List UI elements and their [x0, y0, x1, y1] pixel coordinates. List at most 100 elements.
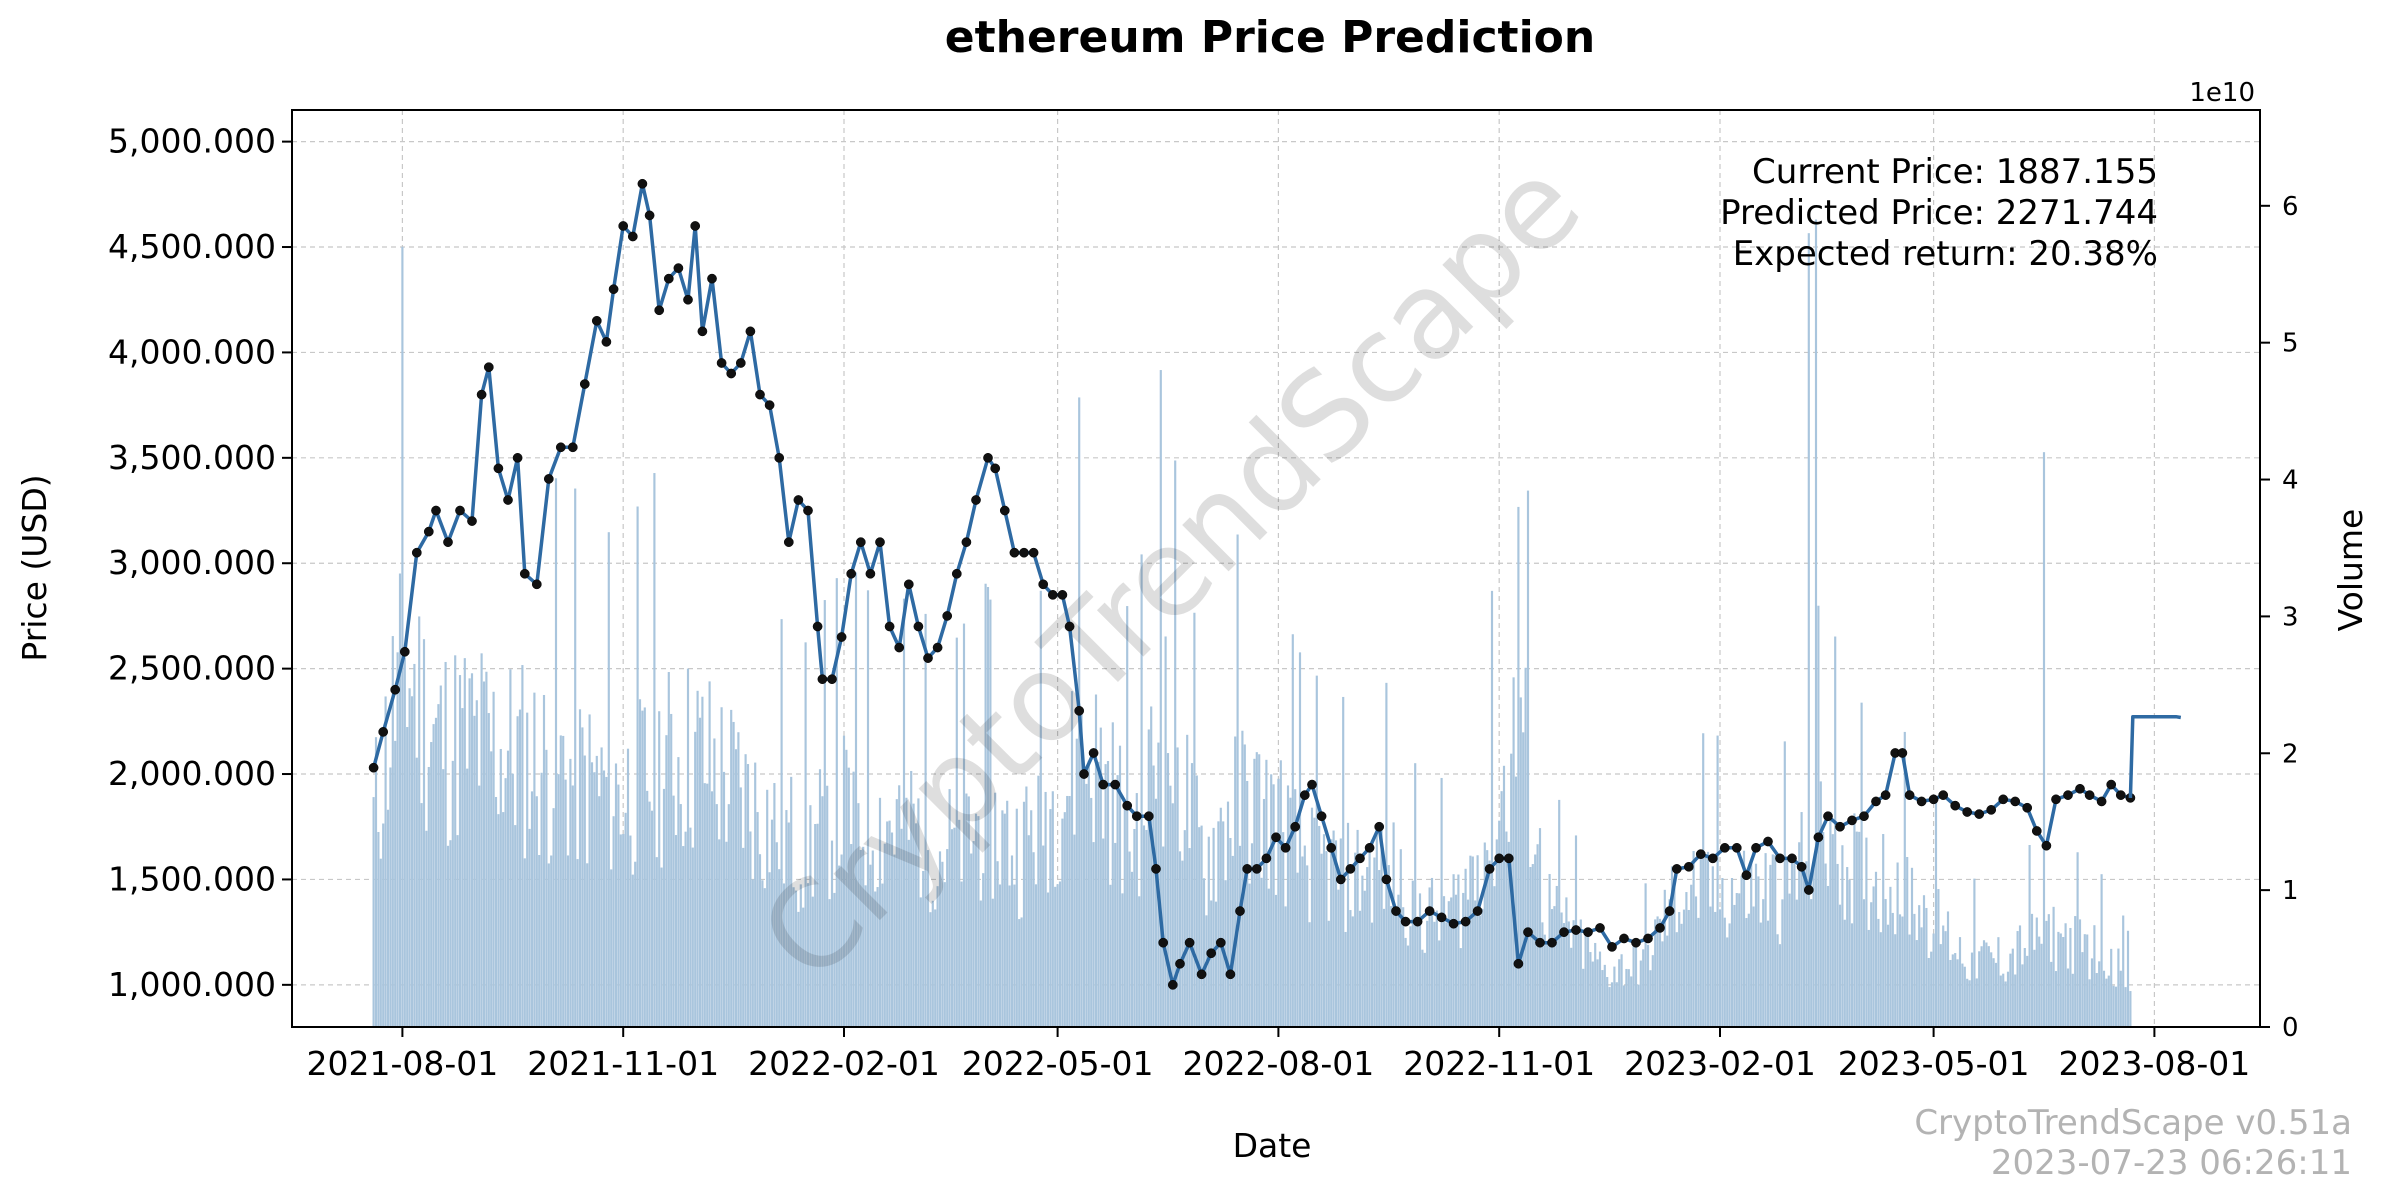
volume-bar [377, 832, 380, 1027]
volume-bar [2035, 917, 2038, 1027]
volume-bar [1742, 850, 1746, 1027]
volume-bar [1368, 843, 1371, 1027]
volume-bar [698, 717, 702, 1027]
volume-bar [612, 816, 615, 1027]
volume-bar [874, 891, 877, 1027]
volume-bar [1277, 778, 1280, 1027]
y-tick-label: 1,000.000 [108, 965, 276, 1004]
volume-bar [1692, 851, 1695, 1027]
volume-bar [1726, 937, 1729, 1027]
volume-bar [466, 768, 469, 1027]
volume-bar [802, 907, 805, 1027]
price-point [971, 495, 981, 505]
volume-bar [1627, 969, 1630, 1027]
volume-bar [557, 774, 560, 1027]
volume-bar [893, 854, 896, 1027]
volume-bar [1610, 982, 1614, 1027]
volume-bar [1073, 834, 1076, 1027]
volume-bar [948, 789, 951, 1027]
price-point [2075, 783, 2085, 794]
volume-bar [936, 886, 939, 1027]
volume-bar [1589, 952, 1592, 1027]
volume-bar [821, 796, 824, 1027]
volume-bar [1219, 807, 1222, 1027]
price-point [1280, 842, 1291, 853]
volume-bar [670, 713, 673, 1027]
volume-bar [638, 699, 642, 1027]
volume-bar [372, 797, 375, 1027]
volume-bar [1104, 764, 1107, 1027]
volume-bar [1853, 813, 1856, 1027]
volume-bar [535, 796, 538, 1027]
volume-bar [1282, 832, 1285, 1027]
volume-bar [826, 785, 829, 1027]
volume-bar [1817, 605, 1820, 1027]
volume-bar [1498, 820, 1501, 1027]
volume-bar [1968, 980, 1971, 1027]
volume-bar [430, 742, 433, 1027]
volume-bar [1229, 837, 1232, 1027]
volume-bar [1956, 959, 1959, 1027]
price-point [1880, 790, 1891, 800]
volume-bar [2110, 948, 2113, 1027]
volume-bar [1826, 885, 1830, 1027]
price-point [1206, 948, 1217, 959]
volume-bar [710, 791, 714, 1027]
volume-bar [523, 858, 526, 1027]
volume-bar [1255, 752, 1258, 1027]
volume-bar [1798, 842, 1801, 1027]
volume-bar [778, 869, 781, 1027]
volume-bar [432, 724, 435, 1027]
volume-bar [1298, 652, 1302, 1027]
price-point [390, 684, 401, 695]
volume-bar [636, 506, 639, 1027]
volume-bar [396, 652, 399, 1027]
volume-bar [1330, 839, 1333, 1027]
price-point [1813, 832, 1824, 843]
volume-bar [840, 854, 843, 1027]
volume-bar [792, 887, 795, 1027]
volume-bar [382, 823, 385, 1027]
volume-bar [749, 831, 752, 1027]
price-point [1448, 918, 1459, 929]
volume-bar [686, 668, 690, 1027]
volume-bar [1034, 884, 1038, 1027]
price-point [1671, 864, 1682, 874]
volume-bar [1349, 910, 1352, 1027]
volume-bar [1670, 866, 1674, 1027]
price-point [627, 231, 638, 242]
volume-bar [2050, 961, 2053, 1027]
volume-bar [732, 721, 735, 1027]
y2-tick-label: 3 [2282, 602, 2299, 632]
price-point [1871, 796, 1881, 807]
volume-bar [1918, 905, 1921, 1027]
volume-bar [403, 657, 406, 1027]
y-tick-label: 4,000.000 [108, 332, 276, 371]
price-point [1631, 937, 1641, 948]
volume-bar [1075, 738, 1078, 1027]
volume-bar [497, 814, 500, 1027]
volume-bar [2023, 948, 2026, 1027]
volume-bar [1138, 896, 1141, 1027]
volume-bar [1687, 909, 1690, 1027]
volume-bar [1258, 754, 1261, 1027]
volume-bar [528, 828, 531, 1027]
price-point [1763, 836, 1773, 847]
volume-bar [442, 769, 445, 1027]
volume-bar [470, 673, 474, 1027]
volume-bar [775, 842, 778, 1027]
volume-bar [1399, 849, 1402, 1027]
volume-bar [859, 849, 862, 1027]
price-point [1503, 853, 1514, 864]
price-point [1986, 805, 1997, 815]
volume-bar [970, 853, 973, 1027]
volume-bar [725, 841, 728, 1027]
volume-bar [622, 834, 625, 1027]
volume-bar [2069, 927, 2072, 1027]
prediction-series [2128, 714, 2182, 798]
volume-bar [614, 763, 618, 1027]
volume-bar [1166, 753, 1170, 1027]
volume-bar [1486, 850, 1489, 1027]
volume-bar [1039, 590, 1042, 1027]
volume-bar [1195, 775, 1198, 1027]
